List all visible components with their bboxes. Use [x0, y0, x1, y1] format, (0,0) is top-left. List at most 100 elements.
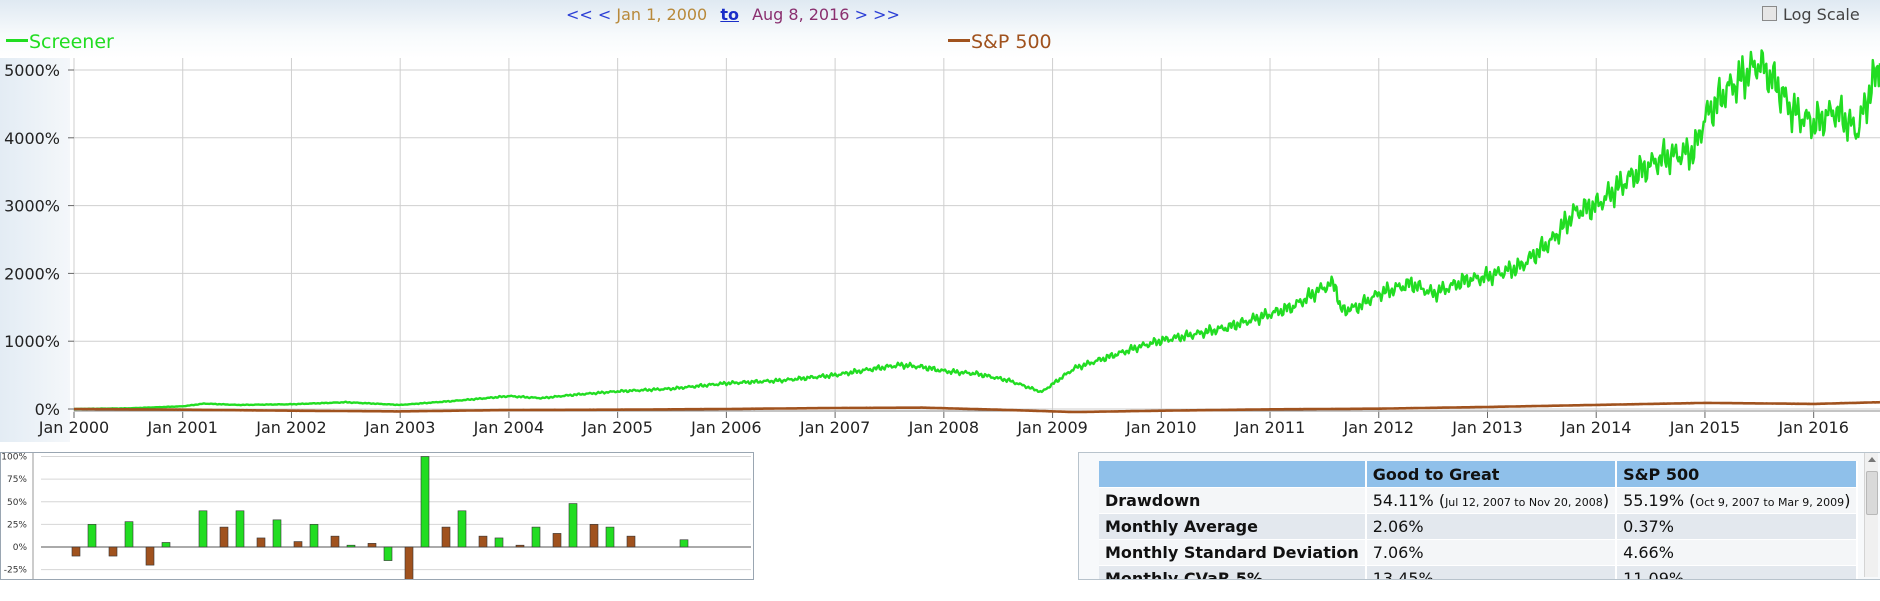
date-range-selector: << < Jan 1, 2000 to Aug 8, 2016 > >>: [566, 5, 900, 24]
y-tick-label: 0%: [35, 400, 60, 419]
to-link[interactable]: to: [720, 5, 739, 24]
y-tick-label: 5000%: [4, 61, 60, 80]
bar-screener[interactable]: [605, 526, 615, 548]
bar-screener[interactable]: [87, 524, 97, 548]
bar-screener[interactable]: [679, 539, 689, 548]
drawdown-sp500: 55.19% (Oct 9, 2007 to Mar 9, 2009): [1616, 487, 1859, 514]
table-cell: 2.06%: [1365, 513, 1618, 540]
table-cell: 4.66%: [1616, 539, 1859, 566]
bar-sp500[interactable]: [219, 526, 229, 548]
table-row: Drawdown 54.11% (Jul 12, 2007 to Nov 20,…: [1099, 487, 1859, 514]
bar-sp500[interactable]: [256, 537, 266, 548]
bar-sp500[interactable]: [589, 524, 599, 548]
legend-label-sp500: S&P 500: [971, 31, 1052, 53]
previous-range-button[interactable]: << <: [566, 5, 612, 24]
stats-header-sp500: S&P 500: [1616, 461, 1859, 488]
statistics-table: Good to Great S&P 500 Drawdown 54.11% (J…: [1099, 461, 1859, 579]
x-tick-label: Jan 2003: [364, 418, 435, 437]
series-line-sp500: [73, 400, 1880, 414]
bar-sp500[interactable]: [626, 535, 636, 548]
y-tick-label: 100%: [1, 453, 27, 463]
x-tick-label: Jan 2005: [581, 418, 652, 437]
start-date-field[interactable]: Jan 1, 2000: [616, 5, 708, 24]
bar-screener[interactable]: [309, 524, 319, 548]
row-label: Monthly CVaR 5%: [1099, 565, 1367, 579]
x-tick-label: Jan 2006: [690, 418, 761, 437]
y-tick-label: 3000%: [4, 197, 60, 216]
x-tick-label: Jan 2000: [38, 418, 109, 437]
monthly-returns-bar-chart[interactable]: 100% 75% 50% 25% 0% -25%: [0, 452, 754, 580]
legend-screener[interactable]: Screener: [6, 31, 114, 53]
x-tick-label: Jan 2010: [1125, 418, 1196, 437]
bar-sp500[interactable]: [515, 544, 525, 548]
bar-screener[interactable]: [568, 503, 578, 548]
bar-sp500[interactable]: [478, 535, 488, 548]
legend-sp500[interactable]: S&P 500: [948, 31, 1052, 53]
bar-sp500[interactable]: [330, 535, 340, 548]
x-tick-label: Jan 2008: [908, 418, 979, 437]
table-row: Monthly Standard Deviation 7.06% 4.66%: [1099, 539, 1859, 566]
row-label: Drawdown: [1099, 487, 1367, 514]
log-scale-checkbox[interactable]: [1762, 6, 1777, 21]
table-cell: 7.06%: [1365, 539, 1618, 566]
stats-header-screener: Good to Great: [1365, 461, 1618, 488]
bar-screener[interactable]: [346, 544, 356, 548]
y-tick-label: -25%: [4, 566, 28, 576]
table-cell: 13.45%: [1365, 565, 1618, 579]
x-tick-label: Jan 2002: [255, 418, 326, 437]
scroll-thumb[interactable]: [1866, 471, 1878, 515]
row-label: Monthly Standard Deviation: [1099, 539, 1367, 566]
bar-screener[interactable]: [494, 537, 504, 548]
y-tick-label: 1000%: [4, 332, 60, 351]
y-tick-label: 75%: [7, 475, 27, 485]
table-cell: 11.09%: [1616, 565, 1859, 579]
scroll-up-icon[interactable]: [1868, 457, 1876, 462]
bar-sp500[interactable]: [552, 533, 562, 548]
performance-line-chart[interactable]: 0% 1000% 2000% 3000% 4000% 5000% Jan 2000 Jan …: [0, 0, 1880, 450]
legend-swatch-sp500: [948, 39, 970, 42]
bar-sp500[interactable]: [367, 543, 377, 548]
bar-screener[interactable]: [198, 510, 208, 548]
series-line-screener: [73, 49, 1880, 411]
plot-area: [74, 58, 1880, 417]
next-range-button[interactable]: > >>: [854, 5, 900, 24]
table-row: Monthly CVaR 5% 13.45% 11.09%: [1099, 565, 1859, 579]
bar-sp500[interactable]: [71, 546, 81, 557]
y-axis-band: [0, 58, 70, 442]
top-toolbar: << < Jan 1, 2000 to Aug 8, 2016 > >> Log…: [0, 0, 1880, 58]
y-tick-label: 0%: [13, 543, 28, 553]
statistics-panel: Good to Great S&P 500 Drawdown 54.11% (J…: [1078, 452, 1880, 580]
bar-screener[interactable]: [124, 521, 134, 548]
y-tick-label: 50%: [7, 498, 27, 508]
row-label: Monthly Average: [1099, 513, 1367, 540]
x-tick-label: Jan 2004: [473, 418, 544, 437]
x-tick-label: Jan 2015: [1669, 418, 1740, 437]
y-tick-label: 4000%: [4, 129, 60, 148]
bar-screener[interactable]: [383, 546, 393, 561]
bar-sp500[interactable]: [404, 546, 414, 579]
bar-sp500[interactable]: [441, 526, 451, 548]
legend-label-screener: Screener: [29, 31, 114, 53]
bar-screener[interactable]: [531, 526, 541, 548]
end-date-field[interactable]: Aug 8, 2016: [752, 5, 850, 24]
bar-sp500[interactable]: [108, 546, 118, 557]
x-tick-label: Jan 2013: [1451, 418, 1522, 437]
bar-screener[interactable]: [457, 510, 467, 548]
table-cell: 0.37%: [1616, 513, 1859, 540]
drawdown-screener-period: Jul 12, 2007 to Nov 20, 2008: [1445, 496, 1603, 509]
x-tick-label: Jan 2009: [1016, 418, 1087, 437]
drawdown-sp500-period: Oct 9, 2007 to Mar 9, 2009: [1695, 496, 1845, 509]
stats-scrollbar[interactable]: [1864, 453, 1878, 577]
bar-screener[interactable]: [272, 519, 282, 548]
bar-screener[interactable]: [420, 456, 430, 548]
log-scale-toggle[interactable]: Log Scale: [1762, 5, 1860, 24]
x-tick-label: Jan 2001: [146, 418, 217, 437]
table-row: Monthly Average 2.06% 0.37%: [1099, 513, 1859, 540]
bar-sp500[interactable]: [145, 546, 155, 566]
y-tick-label: 25%: [7, 520, 27, 530]
bar-screener[interactable]: [235, 510, 245, 548]
bar-sp500[interactable]: [293, 541, 303, 548]
legend-swatch-screener: [6, 39, 28, 42]
bar-screener[interactable]: [161, 542, 171, 548]
log-scale-label: Log Scale: [1783, 5, 1860, 24]
